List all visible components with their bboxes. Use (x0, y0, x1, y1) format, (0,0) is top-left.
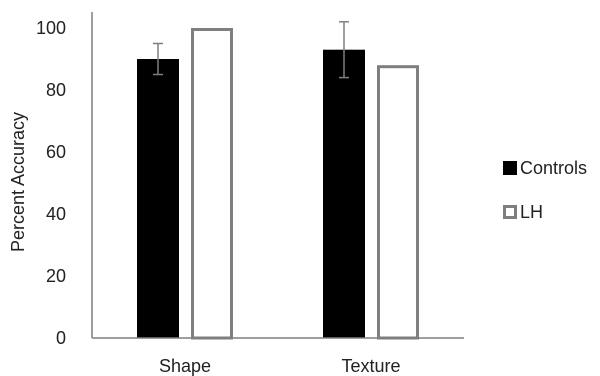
legend-item-controls: Controls (503, 158, 587, 178)
y-tick-label: 0 (56, 328, 66, 348)
error-bars (153, 21, 349, 79)
y-tick-label: 20 (46, 266, 66, 286)
y-tick-label: 80 (46, 80, 66, 100)
error-bar-controls-shape (153, 42, 163, 76)
legend: Controls LH (503, 158, 587, 222)
y-axis-tick-labels: 0 20 40 60 80 100 (36, 18, 66, 348)
legend-item-lh: LH (503, 202, 543, 222)
bar-lh-shape (191, 28, 233, 340)
bar-lh-texture (377, 65, 419, 340)
bar-controls-shape (137, 59, 179, 338)
y-tick-label: 100 (36, 18, 66, 38)
legend-swatch (503, 161, 517, 175)
bars (137, 28, 419, 340)
y-tick-label: 40 (46, 204, 66, 224)
x-category-label: Shape (159, 356, 211, 376)
error-bar-controls-texture (339, 21, 349, 79)
legend-label: Controls (520, 158, 587, 178)
y-axis-title: Percent Accuracy (8, 112, 28, 252)
y-tick-label: 60 (46, 142, 66, 162)
bar-controls-texture (323, 49, 365, 338)
legend-label: LH (520, 202, 543, 222)
legend-swatch (503, 205, 517, 219)
x-axis-category-labels: Shape Texture (159, 356, 401, 376)
x-category-label: Texture (341, 356, 400, 376)
